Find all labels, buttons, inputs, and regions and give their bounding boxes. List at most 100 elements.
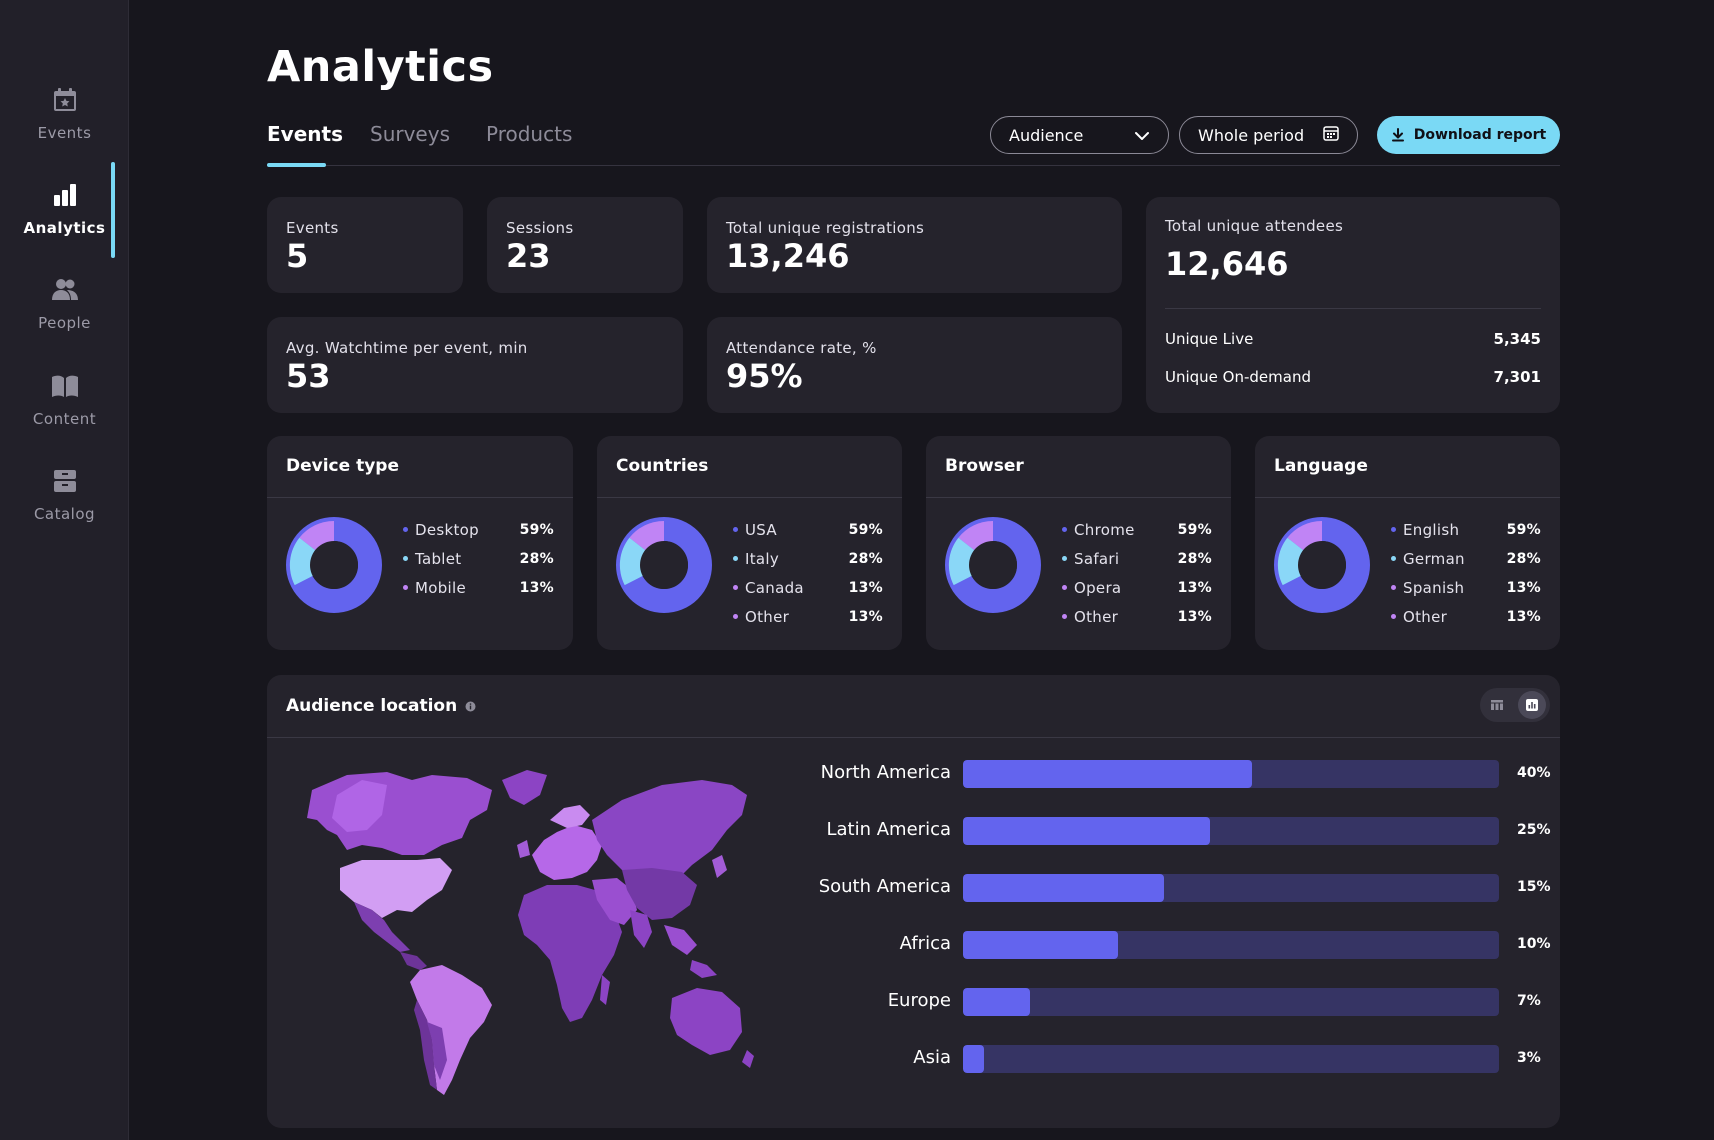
- region-bar-track: [963, 874, 1499, 902]
- legend-item: Tablet 28%: [403, 544, 554, 573]
- sidebar-item-events[interactable]: Events: [0, 86, 129, 158]
- people-icon: [51, 276, 79, 304]
- legend-dot: [1062, 614, 1067, 619]
- region-pct: 15%: [1517, 879, 1551, 895]
- region-bar-fill: [963, 1045, 985, 1073]
- legend-dot: [733, 556, 738, 561]
- region-shape-india: [630, 910, 652, 948]
- stat-value: 23: [506, 237, 551, 275]
- page-title: Analytics: [267, 42, 494, 92]
- legend-item: Other 13%: [733, 602, 883, 631]
- donut-chart: [945, 517, 1041, 613]
- region-shape-australia: [670, 988, 742, 1055]
- legend-dot: [403, 527, 408, 532]
- legend-name: Opera: [1074, 578, 1122, 597]
- legend-item: Desktop 59%: [403, 515, 554, 544]
- legend-name: Desktop: [415, 520, 479, 539]
- sidebar-item-label: Catalog: [33, 505, 96, 523]
- region-shape-madagascar: [600, 975, 610, 1005]
- stat-card-watchtime: Avg. Watchtime per event, min 53: [267, 317, 683, 413]
- legend-item: USA 59%: [733, 515, 883, 544]
- legend-pct: 28%: [1177, 550, 1212, 567]
- legend-name: Spanish: [1403, 578, 1465, 597]
- sidebar-item-label: Content: [32, 410, 97, 428]
- legend-pct: 13%: [519, 579, 554, 596]
- sidebar-item-catalog[interactable]: Catalog: [0, 467, 129, 539]
- catalog-icon: [51, 467, 79, 495]
- sidebar-item-label: Analytics: [23, 219, 106, 237]
- region-bar-track: [963, 988, 1499, 1016]
- legend-name: Canada: [745, 578, 804, 597]
- legend-item: Mobile 13%: [403, 573, 554, 602]
- legend-dot: [733, 585, 738, 590]
- info-icon[interactable]: [465, 701, 476, 712]
- active-nav-indicator: [111, 162, 115, 258]
- legend-dot: [733, 614, 738, 619]
- tab-events[interactable]: Events: [267, 122, 343, 146]
- region-bar-fill: [963, 931, 1119, 959]
- period-select[interactable]: Whole period: [1179, 116, 1358, 154]
- region-shape-russia: [592, 780, 747, 890]
- region-pct: 40%: [1517, 765, 1551, 781]
- region-shape-china: [622, 868, 697, 920]
- card-title: Browser: [945, 456, 1024, 476]
- region-name: Latin America: [826, 819, 952, 840]
- legend-pct: 28%: [1506, 550, 1541, 567]
- region-shape-alaska: [332, 780, 387, 832]
- stat-label: Avg. Watchtime per event, min: [286, 339, 528, 357]
- region-shape-mexico: [354, 902, 410, 952]
- region-bar-fill: [963, 988, 1030, 1016]
- browser-card: Browser Chrome 59% Safari 28% Opera 13% …: [926, 436, 1231, 650]
- region-row-latin-america: Latin America 25%: [767, 817, 1551, 845]
- tab-products[interactable]: Products: [486, 122, 573, 146]
- region-shape-uk: [517, 840, 530, 858]
- table-view-icon[interactable]: [1483, 691, 1511, 719]
- tab-surveys[interactable]: Surveys: [370, 122, 450, 146]
- stat-card-registrations: Total unique registrations 13,246: [707, 197, 1122, 293]
- region-shape-japan: [712, 855, 727, 878]
- calendar-icon: [1323, 125, 1339, 145]
- sidebar: Events Analytics People Content Catalog: [0, 0, 129, 1140]
- sidebar-item-label: Events: [37, 124, 92, 142]
- legend-name: English: [1403, 520, 1460, 539]
- download-report-button[interactable]: Download report: [1377, 116, 1560, 154]
- legend-dot: [1062, 527, 1067, 532]
- donut-chart: [286, 517, 382, 613]
- region-bar-track: [963, 1045, 1499, 1073]
- legend-pct: 13%: [848, 608, 883, 625]
- bar-chart-icon: [51, 181, 79, 209]
- card-title: Device type: [286, 456, 399, 476]
- card-title: Language: [1274, 456, 1368, 476]
- legend-dot: [1391, 527, 1396, 532]
- legend-item: German 28%: [1391, 544, 1541, 573]
- legend-pct: 59%: [1177, 521, 1212, 538]
- legend: English 59% German 28% Spanish 13% Other…: [1391, 515, 1541, 631]
- world-map: [307, 770, 754, 1095]
- donut-hole: [1298, 541, 1346, 589]
- legend-name: German: [1403, 549, 1465, 568]
- legend-pct: 13%: [1177, 608, 1212, 625]
- donut-hole: [969, 541, 1017, 589]
- donut-hole: [310, 541, 358, 589]
- legend-name: Italy: [745, 549, 780, 568]
- stat-value: 95%: [726, 357, 803, 395]
- legend-pct: 59%: [519, 521, 554, 538]
- audience-select[interactable]: Audience: [990, 116, 1169, 154]
- legend-pct: 13%: [1506, 608, 1541, 625]
- stat-label: Attendance rate, %: [726, 339, 877, 357]
- unique-live-value: 5,345: [1493, 330, 1541, 348]
- region-bar-fill: [963, 817, 1210, 845]
- sidebar-item-analytics[interactable]: Analytics: [0, 181, 129, 253]
- donut-chart: [616, 517, 712, 613]
- region-name: Europe: [887, 990, 951, 1011]
- region-pct: 10%: [1517, 936, 1551, 952]
- sidebar-item-content[interactable]: Content: [0, 372, 129, 444]
- legend-item: Italy 28%: [733, 544, 883, 573]
- card-title: Countries: [616, 456, 709, 476]
- card-title: Audience location: [286, 696, 476, 716]
- legend-item: Canada 13%: [733, 573, 883, 602]
- unique-live-row: Unique Live 5,345: [1165, 330, 1541, 348]
- book-icon: [51, 372, 79, 400]
- chart-view-icon[interactable]: [1518, 691, 1546, 719]
- sidebar-item-people[interactable]: People: [0, 276, 129, 348]
